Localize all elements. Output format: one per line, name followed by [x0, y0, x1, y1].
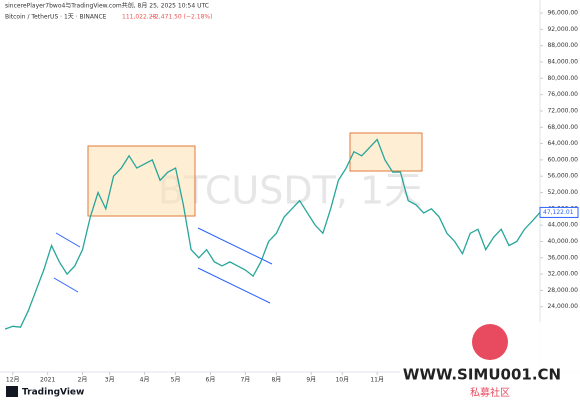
x-tick-label: 6月 [206, 377, 216, 384]
y-tick-label: 56,000.00 [547, 173, 578, 180]
y-tick-label: 28,000.00 [547, 287, 578, 294]
channel-line [197, 267, 271, 304]
y-tick-label: 72,000.00 [547, 107, 578, 114]
channel-line [197, 227, 273, 265]
y-tick-label: 96,000.00 [547, 10, 578, 17]
header: sincerePlayer7bwo4与TradingView.com共创, 8月… [5, 2, 209, 10]
y-tick-label: 44,000.00 [547, 222, 578, 229]
x-tick-label: 8月 [271, 377, 281, 384]
x-tick-label: 3月 [105, 377, 115, 384]
last-price-box [539, 206, 579, 218]
logo-icon [6, 386, 18, 397]
y-tick-label: 40,000.00 [547, 238, 578, 245]
y-tick-label: 92,000.00 [547, 26, 578, 33]
channel-line [55, 232, 81, 248]
y-tick-label: 80,000.00 [547, 75, 578, 82]
x-tick-label: 7月 [240, 377, 250, 384]
watermark: BTCUSDT, 1天 [158, 169, 422, 213]
site: WWW.SIMU001.CN [403, 366, 561, 384]
symbol: Bitcoin / TetherUS · 1天 · BINANCE [5, 14, 107, 21]
quote: 111,022.28 [122, 14, 157, 21]
y-tick-label: 68,000.00 [547, 124, 578, 131]
x-tick-label: 10月 [335, 377, 349, 384]
y-tick-label: 64,000.00 [547, 140, 578, 147]
site-icon [472, 324, 508, 360]
channel-line [53, 277, 79, 293]
x-tick-label: 2月 [78, 377, 88, 384]
y-tick-label: 76,000.00 [547, 91, 578, 98]
x-tick-label: 9月 [306, 377, 316, 384]
y-tick-label: 84,000.00 [547, 59, 578, 66]
site-sub: 私募社区 [470, 386, 510, 399]
y-tick-label: 32,000.00 [547, 271, 578, 278]
logo: TradingView [22, 388, 84, 398]
change: −2,471.50 (−2.18%) [150, 14, 212, 21]
x-tick-label: 5月 [171, 377, 181, 384]
y-tick-label: 24,000.00 [547, 303, 578, 310]
y-tick-label: 60,000.00 [547, 156, 578, 163]
box [349, 132, 423, 172]
x-tick-label: 12月 [6, 377, 20, 384]
y-tick-label: 52,000.00 [547, 189, 578, 196]
box [87, 145, 196, 217]
x-tick-label: 2021 [40, 377, 55, 384]
price-line [4, 138, 541, 330]
y-tick-label: 36,000.00 [547, 254, 578, 261]
x-tick-label: 4月 [140, 377, 150, 384]
y-tick-label: 88,000.00 [547, 42, 578, 49]
last-price-label: 47,122.01 [543, 209, 574, 216]
x-tick-label: 11月 [370, 377, 384, 384]
